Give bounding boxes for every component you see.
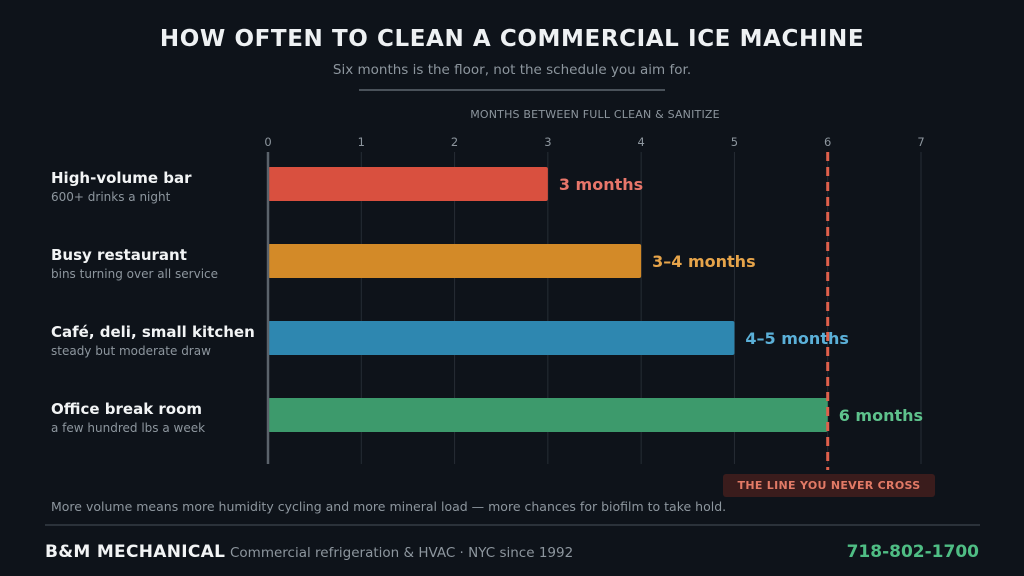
data-label: 3–4 months bbox=[652, 252, 755, 271]
x-tick-label: 5 bbox=[731, 135, 738, 149]
x-tick-label: 1 bbox=[358, 135, 365, 149]
category-note: steady but moderate draw bbox=[51, 344, 211, 358]
threshold-badge: THE LINE YOU NEVER CROSS bbox=[723, 474, 935, 497]
category-label-high-volume-bar: High-volume bar 600+ drinks a night bbox=[51, 169, 192, 205]
category-note: a few hundred lbs a week bbox=[51, 421, 206, 435]
data-label: 4–5 months bbox=[745, 329, 848, 348]
bar bbox=[268, 398, 828, 432]
x-axis-title: MONTHS BETWEEN FULL CLEAN & SANITIZE bbox=[470, 108, 720, 121]
title-divider bbox=[359, 89, 665, 91]
data-label: 3 months bbox=[559, 175, 643, 194]
x-tick-label: 2 bbox=[451, 135, 458, 149]
category-name: Café, deli, small kitchen bbox=[51, 323, 255, 341]
brand-tagline: Commercial refrigeration & HVAC · NYC si… bbox=[230, 545, 574, 561]
category-name: High-volume bar bbox=[51, 169, 192, 187]
x-tick-label: 7 bbox=[917, 135, 924, 149]
category-name: Busy restaurant bbox=[51, 246, 187, 264]
footer-divider bbox=[45, 524, 980, 526]
category-label-cafe-deli: Café, deli, small kitchen steady but mod… bbox=[51, 323, 255, 359]
bar bbox=[268, 321, 735, 355]
category-note: bins turning over all service bbox=[51, 267, 219, 281]
phone-number[interactable]: 718-802-1700 bbox=[846, 542, 979, 562]
category-label-office-break-room: Office break room a few hundred lbs a we… bbox=[51, 400, 205, 436]
category-name: Office break room bbox=[51, 400, 203, 418]
bar bbox=[268, 244, 642, 278]
data-label: 6 months bbox=[839, 406, 923, 425]
category-note: 600+ drinks a night bbox=[51, 190, 171, 204]
x-tick-label: 3 bbox=[544, 135, 551, 149]
category-label-busy-restaurant: Busy restaurant bins turning over all se… bbox=[51, 246, 218, 282]
x-tick-label: 0 bbox=[264, 135, 271, 149]
chart-title: HOW OFTEN TO CLEAN A COMMERCIAL ICE MACH… bbox=[159, 26, 865, 52]
footnote: More volume means more humidity cycling … bbox=[51, 499, 727, 514]
x-tick-label: 6 bbox=[824, 135, 831, 149]
bar bbox=[268, 167, 548, 201]
brand-name: B&M MECHANICAL bbox=[45, 542, 226, 562]
chart-subtitle: Six months is the floor, not the schedul… bbox=[332, 62, 692, 78]
x-tick-label: 4 bbox=[637, 135, 644, 149]
